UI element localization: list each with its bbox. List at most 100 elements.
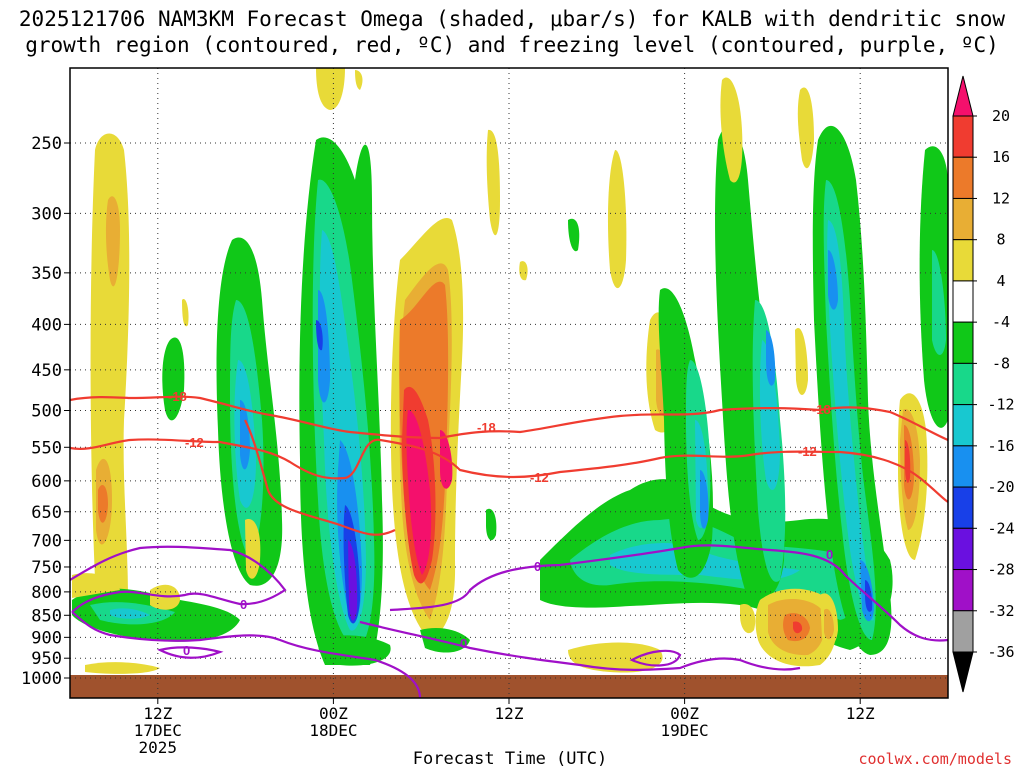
omega-region: [316, 68, 345, 110]
y-tick-label: 650: [31, 503, 62, 523]
contour-label: -18: [168, 389, 187, 404]
colorbar-swatch: [952, 362, 974, 406]
x-tick-label: 18DEC: [309, 721, 357, 740]
omega-region: [85, 662, 160, 674]
colorbar-label: 4: [996, 272, 1005, 290]
omega-region: [519, 261, 528, 281]
omega-region: [162, 337, 185, 421]
colorbar-label: -4: [992, 313, 1010, 331]
colorbar-swatch: [952, 569, 974, 612]
omega-region: [486, 508, 497, 541]
omega-region: [240, 400, 250, 470]
contour-purple-0: [70, 545, 287, 613]
colorbar-label: 8: [996, 231, 1005, 249]
y-tick-label: 500: [31, 402, 62, 422]
y-tick-label: 600: [31, 472, 62, 492]
y-tick-label: 850: [31, 606, 62, 626]
colorbar-swatch: [952, 527, 974, 571]
colorbar-swatch: [952, 486, 974, 529]
contour-purple-0c: [389, 544, 948, 642]
contour-label: 0: [826, 547, 833, 562]
omega-region: [795, 328, 808, 395]
colorbar-swatch: [952, 156, 974, 199]
colorbar-label: -8: [992, 354, 1010, 372]
y-tick-label: 450: [31, 361, 62, 381]
colorbar-swatch: [952, 239, 974, 282]
omega-region: [740, 604, 756, 634]
x-tick-label: 00Z: [670, 704, 699, 723]
y-tick-label: 350: [31, 264, 62, 284]
omega-region: [318, 635, 391, 666]
y-tick-label: 250: [31, 134, 62, 154]
y-tick-label: 950: [31, 649, 62, 669]
contour-label: -18: [812, 402, 831, 417]
y-tick-label: 300: [31, 204, 62, 224]
contour-red-minus12: [70, 438, 948, 503]
y-tick-label: 1000: [21, 669, 62, 689]
x-tick-label: 12Z: [143, 704, 172, 723]
omega-region: [182, 299, 189, 327]
colorbar-swatch: [952, 321, 974, 364]
omega-region: [766, 330, 776, 386]
colorbar-swatch: [952, 115, 974, 158]
contour-label: -18: [477, 420, 496, 435]
dendritic-contours: -18 -12 -18 -12 -18 -12: [70, 389, 948, 536]
colorbar-label: -12: [987, 396, 1014, 414]
contour-label: 0: [240, 597, 247, 612]
contour-label: 0: [460, 636, 467, 651]
omega-shading: [72, 68, 948, 674]
omega-region: [486, 129, 500, 236]
y-tick-label: 400: [31, 315, 62, 335]
omega-region: [72, 573, 120, 598]
contour-purple-0e: [156, 646, 224, 659]
colorbar: 20 16 12 8 4 -4 -8 -12 -16 -20 -24 -28 -32 -36: [952, 75, 1015, 693]
x-axis-label: Forecast Time (UTC): [413, 749, 607, 768]
contour-purple-0d: [359, 620, 801, 671]
contour-red-minus18: [70, 395, 948, 442]
y-tick-label: 550: [31, 438, 62, 458]
omega-region: [355, 70, 363, 90]
colorbar-label: -36: [987, 643, 1014, 661]
colorbar-label: -32: [987, 602, 1014, 620]
colorbar-label: 16: [992, 148, 1010, 166]
x-tick-label: 19DEC: [661, 721, 709, 740]
colorbar-label: -28: [987, 561, 1014, 579]
y-tick-label: 750: [31, 558, 62, 578]
colorbar-swatch: [952, 610, 974, 653]
x-tick-label: 00Z: [319, 704, 348, 723]
omega-region: [568, 218, 580, 252]
omega-region: [98, 485, 108, 523]
colorbar-swatch: [952, 280, 974, 323]
omega-region: [828, 250, 838, 310]
colorbar-arrow-bottom: [952, 651, 974, 693]
omega-region: [905, 440, 911, 483]
y-tick-label: 700: [31, 531, 62, 551]
contour-label: -12: [798, 444, 817, 459]
omega-region: [607, 149, 627, 289]
contour-purple-0f: [629, 649, 682, 667]
colorbar-label: -16: [987, 437, 1014, 455]
omega-region: [932, 250, 946, 355]
contour-label: 0: [183, 643, 190, 658]
y-axis: 2503003504004505005506006507007508008509…: [21, 134, 70, 689]
x-tick-label: 17DEC: [134, 721, 182, 740]
contour-label: -12: [185, 435, 204, 450]
omega-region: [406, 410, 432, 575]
omega-region: [700, 470, 709, 529]
contour-label: 0: [534, 559, 541, 574]
colorbar-swatch: [952, 404, 974, 447]
omega-region: [348, 540, 358, 621]
x-tick-label: 12Z: [846, 704, 875, 723]
omega-region: [824, 608, 834, 640]
omega-region: [720, 77, 743, 183]
omega-region: [568, 642, 663, 673]
contour-label: -12: [530, 470, 549, 485]
colorbar-label: -24: [987, 519, 1014, 537]
omega-region: [316, 320, 323, 351]
y-tick-label: 800: [31, 583, 62, 603]
colorbar-swatch: [952, 445, 974, 488]
y-tick-label: 900: [31, 628, 62, 648]
colorbar-swatch: [952, 197, 974, 241]
